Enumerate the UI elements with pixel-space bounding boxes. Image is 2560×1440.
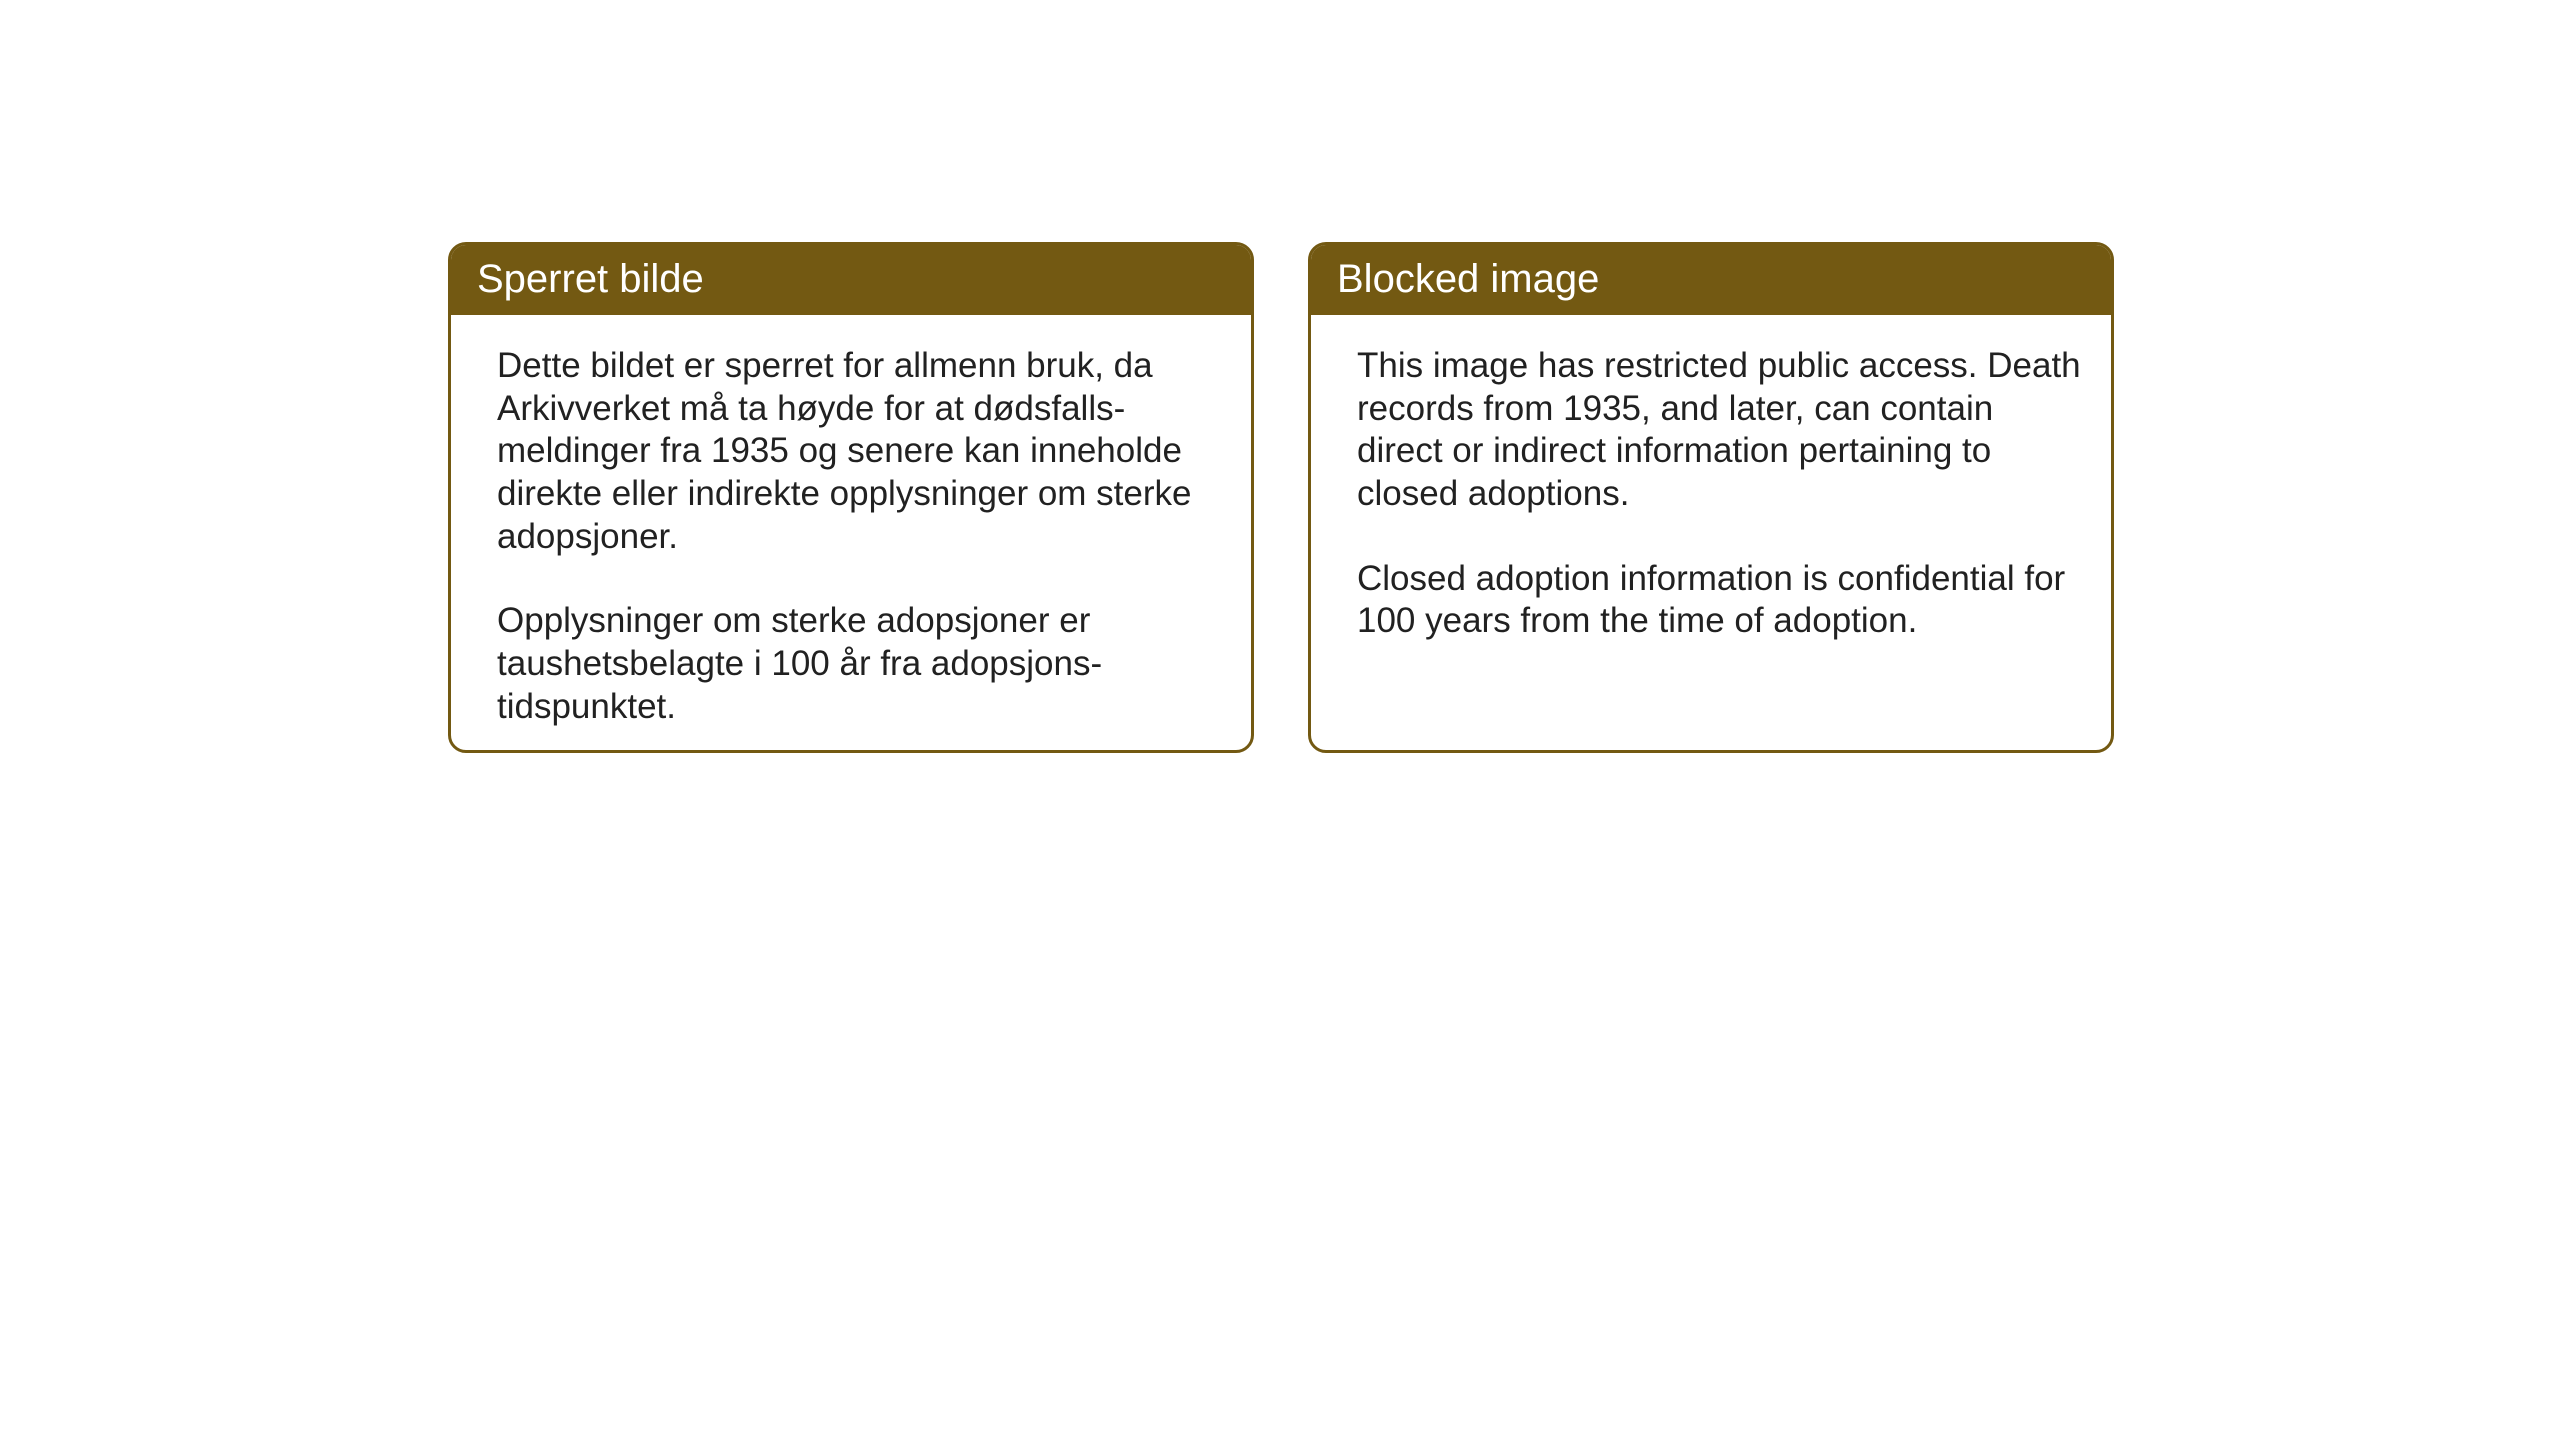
card-title-english: Blocked image (1337, 257, 1599, 301)
card-paragraph-2-english: Closed adoption information is confident… (1357, 558, 2085, 643)
card-title-norwegian: Sperret bilde (477, 257, 704, 301)
card-norwegian: Sperret bilde Dette bildet er sperret fo… (448, 242, 1254, 753)
card-paragraph-1-norwegian: Dette bildet er sperret for allmenn bruk… (497, 345, 1225, 558)
card-body-english: This image has restricted public access.… (1311, 315, 2111, 673)
card-header-norwegian: Sperret bilde (451, 245, 1251, 315)
card-english: Blocked image This image has restricted … (1308, 242, 2114, 753)
card-header-english: Blocked image (1311, 245, 2111, 315)
card-paragraph-2-norwegian: Opplysninger om sterke adopsjoner er tau… (497, 600, 1225, 728)
card-body-norwegian: Dette bildet er sperret for allmenn bruk… (451, 315, 1251, 753)
cards-container: Sperret bilde Dette bildet er sperret fo… (448, 242, 2114, 753)
card-paragraph-1-english: This image has restricted public access.… (1357, 345, 2085, 516)
